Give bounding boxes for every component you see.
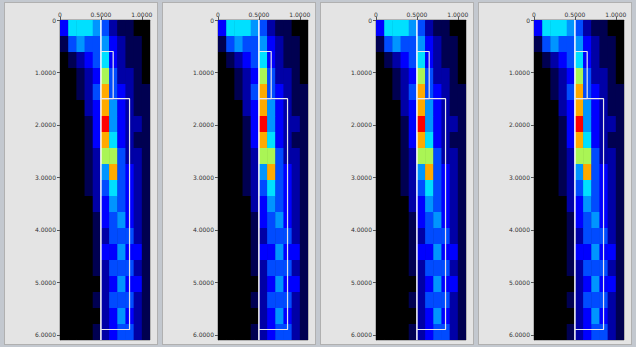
svg-text:0.5000: 0.5000: [90, 11, 111, 18]
svg-text:5.0000: 5.0000: [193, 279, 214, 286]
svg-text:0: 0: [58, 11, 62, 18]
svg-text:6.0000: 6.0000: [193, 331, 214, 338]
svg-text:3.0000: 3.0000: [35, 174, 56, 181]
svg-text:0: 0: [532, 11, 536, 18]
svg-text:5.0000: 5.0000: [35, 279, 56, 286]
svg-text:0.5000: 0.5000: [564, 11, 585, 18]
svg-text:4.0000: 4.0000: [351, 226, 372, 233]
svg-text:3.0000: 3.0000: [193, 174, 214, 181]
svg-text:1.0000: 1.0000: [351, 69, 372, 76]
svg-text:2.0000: 2.0000: [35, 121, 56, 128]
svg-text:0: 0: [368, 17, 372, 24]
svg-text:0: 0: [210, 17, 214, 24]
svg-text:1.0000: 1.0000: [447, 11, 468, 18]
svg-text:3.0000: 3.0000: [351, 174, 372, 181]
svg-text:0: 0: [526, 17, 530, 24]
svg-text:5.0000: 5.0000: [351, 279, 372, 286]
svg-text:0.5000: 0.5000: [406, 11, 427, 18]
svg-text:0.5000: 0.5000: [248, 11, 269, 18]
svg-text:0: 0: [374, 11, 378, 18]
svg-text:6.0000: 6.0000: [35, 331, 56, 338]
svg-text:5.0000: 5.0000: [509, 279, 530, 286]
svg-text:2.0000: 2.0000: [509, 121, 530, 128]
svg-text:6.0000: 6.0000: [509, 331, 530, 338]
svg-text:1.0000: 1.0000: [605, 11, 626, 18]
svg-text:4.0000: 4.0000: [509, 226, 530, 233]
svg-text:4.0000: 4.0000: [35, 226, 56, 233]
svg-text:1.0000: 1.0000: [193, 69, 214, 76]
svg-text:2.0000: 2.0000: [351, 121, 372, 128]
svg-text:1.0000: 1.0000: [289, 11, 310, 18]
svg-text:0: 0: [52, 17, 56, 24]
svg-text:1.0000: 1.0000: [35, 69, 56, 76]
svg-text:2.0000: 2.0000: [193, 121, 214, 128]
svg-text:4.0000: 4.0000: [193, 226, 214, 233]
svg-text:3.0000: 3.0000: [509, 174, 530, 181]
svg-text:6.0000: 6.0000: [351, 331, 372, 338]
svg-text:1.0000: 1.0000: [509, 69, 530, 76]
svg-text:1.0000: 1.0000: [131, 11, 152, 18]
svg-text:0: 0: [216, 11, 220, 18]
